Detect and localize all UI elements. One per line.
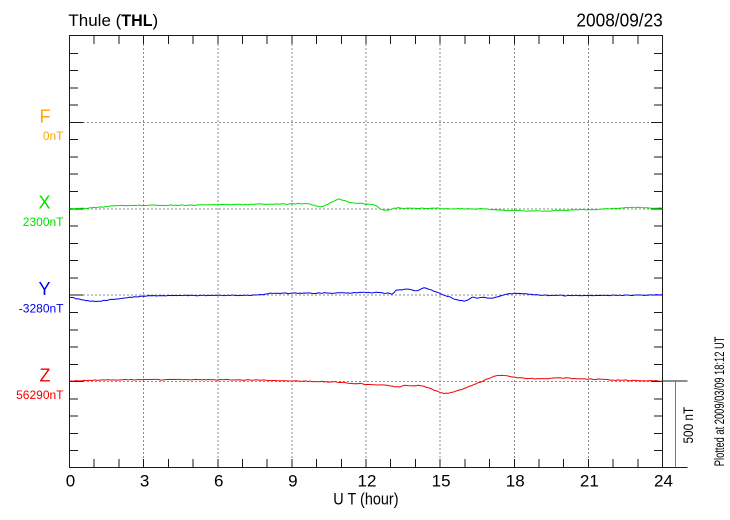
- svg-text:24: 24: [654, 472, 673, 491]
- svg-text:0: 0: [66, 472, 75, 491]
- svg-text:Plotted at 2009/03/09 18:12 UT: Plotted at 2009/03/09 18:12 UT: [712, 337, 727, 467]
- svg-text:0nT: 0nT: [43, 129, 64, 143]
- svg-text:-3280nT: -3280nT: [19, 302, 64, 316]
- svg-text:U T (hour): U T (hour): [333, 489, 398, 508]
- svg-text:Y: Y: [38, 279, 50, 299]
- svg-text:F: F: [40, 106, 51, 126]
- svg-text:): ): [153, 11, 159, 30]
- svg-text:21: 21: [580, 472, 599, 491]
- svg-text:THL: THL: [121, 11, 152, 30]
- svg-text:12: 12: [358, 472, 377, 491]
- svg-text:Thule (: Thule (: [68, 11, 121, 30]
- svg-text:3: 3: [140, 472, 149, 491]
- svg-text:9: 9: [288, 472, 297, 491]
- svg-text:56290nT: 56290nT: [16, 388, 64, 402]
- svg-text:6: 6: [214, 472, 223, 491]
- svg-text:2300nT: 2300nT: [23, 215, 64, 229]
- svg-text:2008/09/23: 2008/09/23: [576, 11, 662, 31]
- svg-text:500 nT: 500 nT: [680, 406, 696, 443]
- svg-text:Z: Z: [40, 366, 51, 386]
- svg-text:X: X: [38, 193, 50, 213]
- svg-text:18: 18: [506, 472, 525, 491]
- svg-text:15: 15: [432, 472, 451, 491]
